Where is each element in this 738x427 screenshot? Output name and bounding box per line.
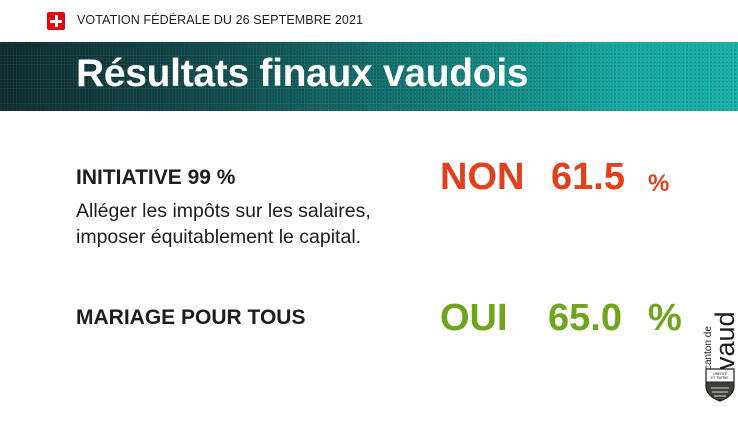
title-banner: Résultats finaux vaudois — [0, 42, 738, 111]
vaud-shield-icon — [705, 368, 735, 402]
canton-vaud-logo: canton de vaud LIBERTÉ ET PATRIE — [701, 300, 738, 402]
vote-1-percent-value: 61.5 — [551, 156, 625, 198]
vote-1-percent-sign: % — [648, 170, 670, 197]
page-title: Résultats finaux vaudois — [76, 52, 529, 95]
logo-motto-line2: ET PATRIE — [711, 376, 729, 380]
vote-1-subtitle-line2: imposer équitablement le capital. — [76, 226, 362, 248]
vote-1-title: INITIATIVE 99 % — [76, 166, 236, 189]
vote-1-result: NON — [440, 156, 525, 198]
vote-2-result: OUI — [440, 297, 508, 339]
vote-2-title: MARIAGE POUR TOUS — [76, 306, 306, 329]
logo-vaud-word: vaud — [710, 311, 738, 370]
vote-2-percent-sign: % — [648, 297, 682, 339]
swiss-flag-icon — [47, 12, 65, 30]
vote-date-label: VOTATION FÉDÉRALE DU 26 SEPTEMBRE 2021 — [77, 13, 364, 27]
top-header: VOTATION FÉDÉRALE DU 26 SEPTEMBRE 2021 — [0, 0, 738, 42]
vote-2-percent-value: 65.0 — [548, 297, 622, 339]
vote-1-subtitle-line1: Alléger les impôts sur les salaires, — [76, 200, 371, 222]
logo-motto-line1: LIBERTÉ — [712, 372, 728, 376]
